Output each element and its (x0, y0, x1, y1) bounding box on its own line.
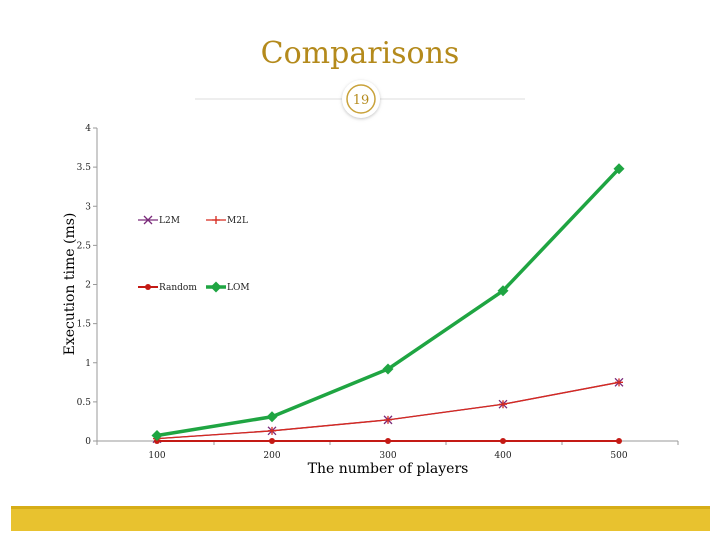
x-tick-label: 200 (263, 451, 280, 461)
series-line-l2m (156, 381, 620, 440)
m2l-point (615, 378, 623, 387)
y-tick-label: 4 (85, 124, 91, 134)
page-number: 19 (353, 93, 370, 108)
lom-point (151, 430, 163, 442)
footer-bar (11, 506, 710, 531)
legend: L2M M2L Random LOM (138, 215, 250, 293)
slide-title: Comparisons (260, 36, 460, 71)
x-tick-label: 400 (494, 451, 511, 461)
legend-item-l2m: L2M (138, 215, 180, 226)
legend-l2m-point (143, 215, 153, 225)
page-number-badge (346, 84, 376, 114)
legend-m2l-point (212, 216, 220, 224)
series-layer (151, 163, 625, 444)
series-line-m2l (156, 381, 620, 440)
lom-point (613, 163, 625, 175)
y-tick-label: 2 (85, 281, 91, 291)
m2l-point (268, 426, 276, 435)
x-axis-title: The number of players (308, 461, 469, 477)
random-point (616, 438, 622, 444)
random-point (500, 438, 506, 444)
y-tick-label: 1 (85, 359, 91, 369)
lom-point (266, 411, 278, 423)
y-ticks: 0 0.5 1 1.5 2 2.5 3 3.5 4 (77, 124, 97, 447)
random-point (385, 438, 391, 444)
m2l-point (499, 400, 507, 409)
y-tick-label: 1.5 (77, 320, 92, 330)
legend-item-random: Random (138, 283, 197, 293)
legend-item-m2l: M2L (206, 216, 248, 226)
y-tick-label: 2.5 (77, 241, 92, 251)
m2l-point (384, 415, 392, 424)
random-point (269, 438, 275, 444)
legend-item-lom: LOM (206, 281, 250, 293)
legend-lom-point (210, 281, 222, 293)
lom-point (382, 363, 394, 375)
series-random (154, 438, 622, 444)
series-lom (151, 163, 625, 442)
x-tick-label: 500 (610, 451, 627, 461)
x-tick-label: 100 (148, 451, 165, 461)
legend-label: M2L (227, 216, 248, 226)
y-tick-label: 3.5 (77, 163, 92, 173)
legend-label: L2M (159, 216, 180, 226)
y-axis-title: Execution time (ms) (62, 213, 78, 356)
legend-label: Random (159, 283, 197, 293)
x-ticks: 100 200 300 400 500 (96, 441, 679, 461)
series-m2l (153, 378, 623, 443)
legend-random-point (145, 284, 151, 290)
y-tick-label: 3 (85, 202, 91, 212)
lom-point (497, 285, 509, 297)
series-l2m (152, 377, 624, 444)
legend-label: LOM (227, 283, 250, 293)
x-tick-label: 300 (379, 451, 396, 461)
y-tick-label: 0 (85, 437, 91, 447)
y-tick-label: 0.5 (77, 398, 92, 408)
